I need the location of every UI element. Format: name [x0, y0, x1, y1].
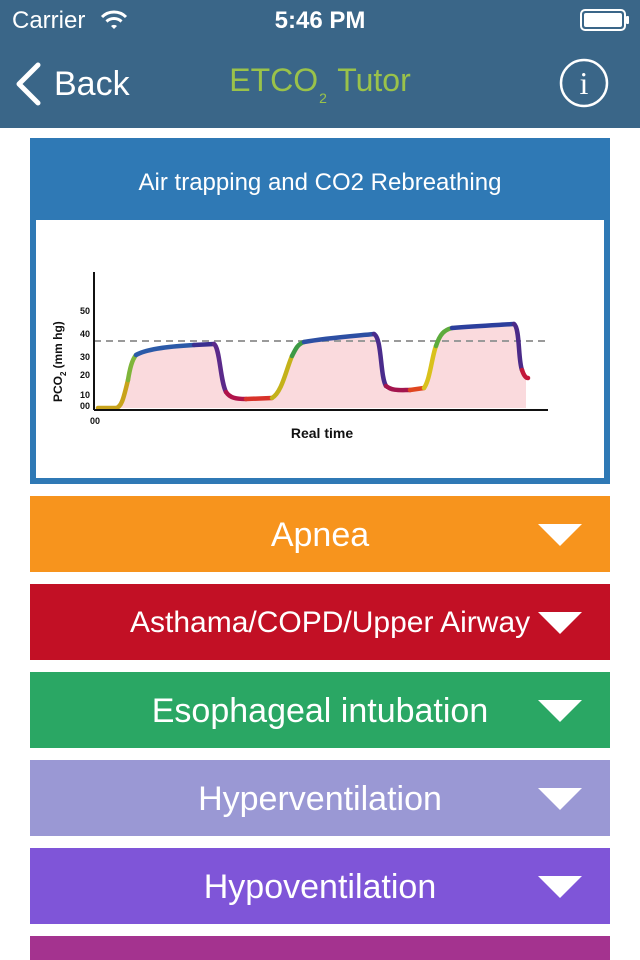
waveform-card: Air trapping and CO2 Rebreathing: [30, 138, 610, 484]
battery-icon: [580, 9, 629, 31]
section-label-hypoventilation: Hypoventilation: [203, 868, 437, 906]
navigation-header: Carrier 5:46 PM Back ETCO2 Tutor i: [0, 0, 640, 128]
back-chevron-icon: [16, 62, 41, 106]
chevron-down-icon: [538, 700, 582, 722]
y-tick-00: 00: [80, 401, 90, 411]
section-partial[interactable]: [30, 936, 610, 960]
section-label-apnea: Apnea: [270, 516, 370, 554]
chevron-down-icon: [538, 876, 582, 898]
page-title: ETCO2 Tutor: [0, 62, 640, 106]
title-tail: Tutor: [337, 62, 411, 98]
svg-text:i: i: [580, 65, 589, 101]
section-label-asthma-copd: Asthama/COPD/Upper Airway: [130, 606, 531, 639]
y-tick-40: 40: [80, 329, 90, 339]
svg-text:PCO2(mm hg): PCO2 (mm hg): [51, 321, 68, 402]
y-axis-label: PCO2 (mm hg): [51, 321, 68, 402]
y-tick-30: 30: [80, 352, 90, 362]
ylabel-main: PCO: [51, 376, 65, 402]
y-axis-ticks: 50 40 30 20 10 00: [80, 306, 90, 411]
section-hypoventilation[interactable]: Hypoventilation: [30, 848, 610, 924]
section-apnea[interactable]: Apnea: [30, 496, 610, 572]
waveform-panel: 50 40 30 20 10 00 00 PCO2 (mm hg) Real ti…: [36, 220, 604, 478]
chevron-down-icon: [538, 612, 582, 634]
origin-label: 00: [90, 416, 100, 426]
section-label-esophageal-intubation: Esophageal intubation: [151, 692, 489, 730]
nav-bar: Back ETCO2 Tutor i: [0, 40, 640, 128]
y-tick-50: 50: [80, 306, 90, 316]
status-bar: Carrier 5:46 PM: [0, 0, 640, 40]
section-asthma-copd[interactable]: Asthama/COPD/Upper Airway: [30, 584, 610, 660]
carrier-label: Carrier: [12, 7, 86, 34]
x-axis-label: Real time: [291, 425, 353, 441]
ylabel-unit: (mm hg): [51, 321, 65, 368]
card-title: Air trapping and CO2 Rebreathing: [138, 169, 502, 196]
section-hyperventilation[interactable]: Hyperventilation: [30, 760, 610, 836]
waveform-curve: [95, 321, 531, 411]
info-icon[interactable]: i: [558, 57, 610, 109]
ylabel-subscript: 2: [59, 371, 68, 376]
section-esophageal-intubation[interactable]: Esophageal intubation: [30, 672, 610, 748]
area-fill: [98, 324, 526, 408]
title-main: ETCO: [229, 62, 319, 98]
chevron-down-icon: [538, 524, 582, 546]
y-tick-10: 10: [80, 390, 90, 400]
back-button[interactable]: Back: [14, 60, 130, 108]
axes: [93, 272, 548, 411]
section-label-hyperventilation: Hyperventilation: [198, 780, 442, 818]
capnography-waveform: 50 40 30 20 10 00 00 PCO2 (mm hg) Real ti…: [51, 272, 548, 441]
y-tick-20: 20: [80, 370, 90, 380]
back-label: Back: [54, 64, 130, 103]
title-subscript: 2: [319, 90, 327, 106]
wifi-icon: [100, 10, 128, 29]
status-time: 5:46 PM: [274, 7, 366, 34]
chevron-down-icon: [538, 788, 582, 810]
